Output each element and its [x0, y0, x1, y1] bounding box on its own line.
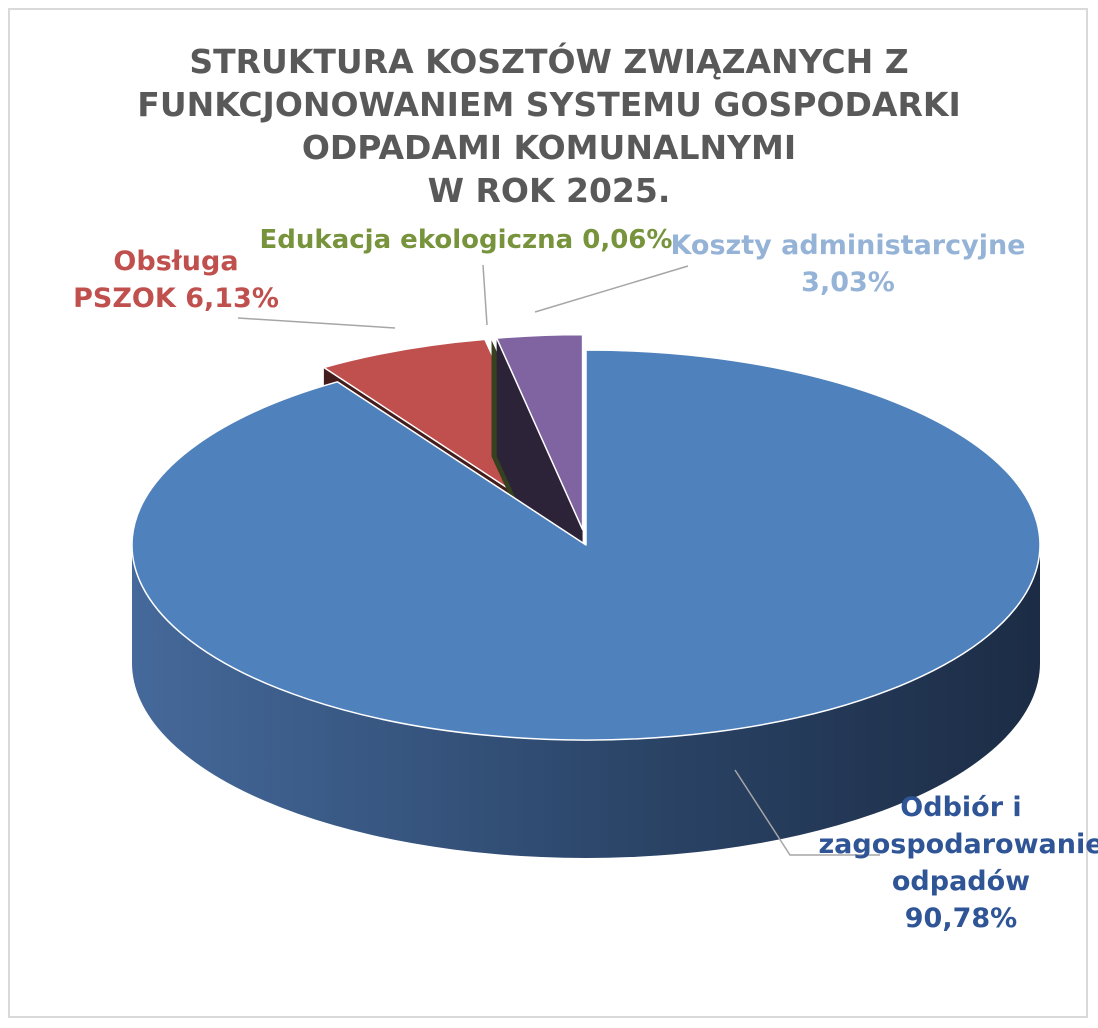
chart-title-line: STRUKTURA KOSZTÓW ZWIĄZANYCH Z: [189, 42, 909, 81]
leader-line: [237, 317, 396, 329]
leader-lines: [237, 264, 880, 856]
pie-slice: [131, 349, 1041, 741]
pie-slices: [131, 333, 1041, 858]
pie-slice-side: [132, 545, 1040, 858]
slice-label: 3,03%: [801, 267, 895, 298]
chart-title-line: W ROK 2025.: [427, 171, 671, 210]
slice-labels: Odbiór i zagospodarowanie odpadów 90,78% Obs…: [73, 225, 1098, 934]
slice-label: 90,78%: [905, 903, 1017, 934]
chart-title-line: ODPADAMI KOMUNALNYMI: [301, 128, 797, 167]
slice-label: Odbiór i: [900, 792, 1021, 823]
leader-line: [482, 264, 488, 326]
slice-label: Koszty administarcyjne: [670, 230, 1025, 261]
slice-label: PSZOK 6,13%: [73, 283, 279, 314]
leader-line: [734, 769, 880, 856]
slice-label: odpadów: [892, 866, 1030, 897]
chart-title: STRUKTURA KOSZTÓW ZWIĄZANYCH Z FUNKCJONO…: [0, 40, 1098, 212]
slice-label: Obsługa: [113, 246, 238, 277]
slice-label: Edukacja ekologiczna 0,06%: [260, 225, 673, 255]
chart-title-line: FUNKCJONOWANIEM SYSTEMU GOSPODARKI: [137, 85, 961, 124]
leader-line: [534, 265, 689, 313]
slice-label: zagospodarowanie: [818, 829, 1098, 860]
pie-slice: [495, 333, 584, 531]
